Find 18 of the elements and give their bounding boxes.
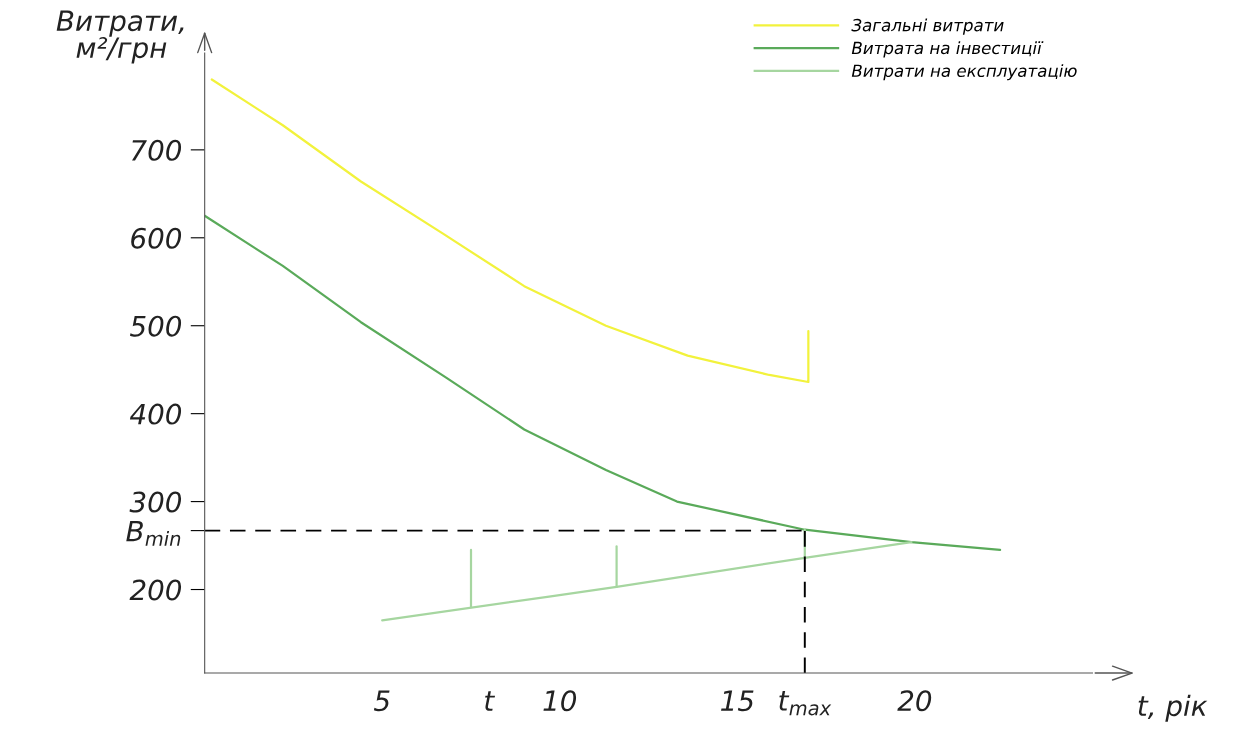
y-tick-label: 400 <box>129 403 182 425</box>
legend-label: Загальні витрати <box>851 18 1004 35</box>
x-tick-label: 5 <box>373 690 390 712</box>
y-tick-label: 500 <box>129 315 182 337</box>
x-tick-label: t$_{max}$ <box>779 691 832 716</box>
y-tick-label: B$_{min}$ <box>126 520 181 546</box>
x-tick-label: 20 <box>897 690 932 712</box>
x-axis-title: t, рік <box>1138 694 1208 722</box>
x-tick-label: t <box>485 691 496 711</box>
x-tick-label: 15 <box>721 690 754 712</box>
y-tick-label: 600 <box>131 227 182 249</box>
y-tick-label: 700 <box>132 139 182 161</box>
legend-label: Витрати на експлуатацію <box>851 64 1077 81</box>
y-tick-label: 300 <box>129 491 182 513</box>
legend-label: Витрата на інвестиції <box>851 41 1044 58</box>
x-tick-label: 10 <box>543 690 577 712</box>
y-tick-label: 200 <box>129 579 182 601</box>
y-axis-title: Витрати, м²/грн <box>56 10 184 64</box>
